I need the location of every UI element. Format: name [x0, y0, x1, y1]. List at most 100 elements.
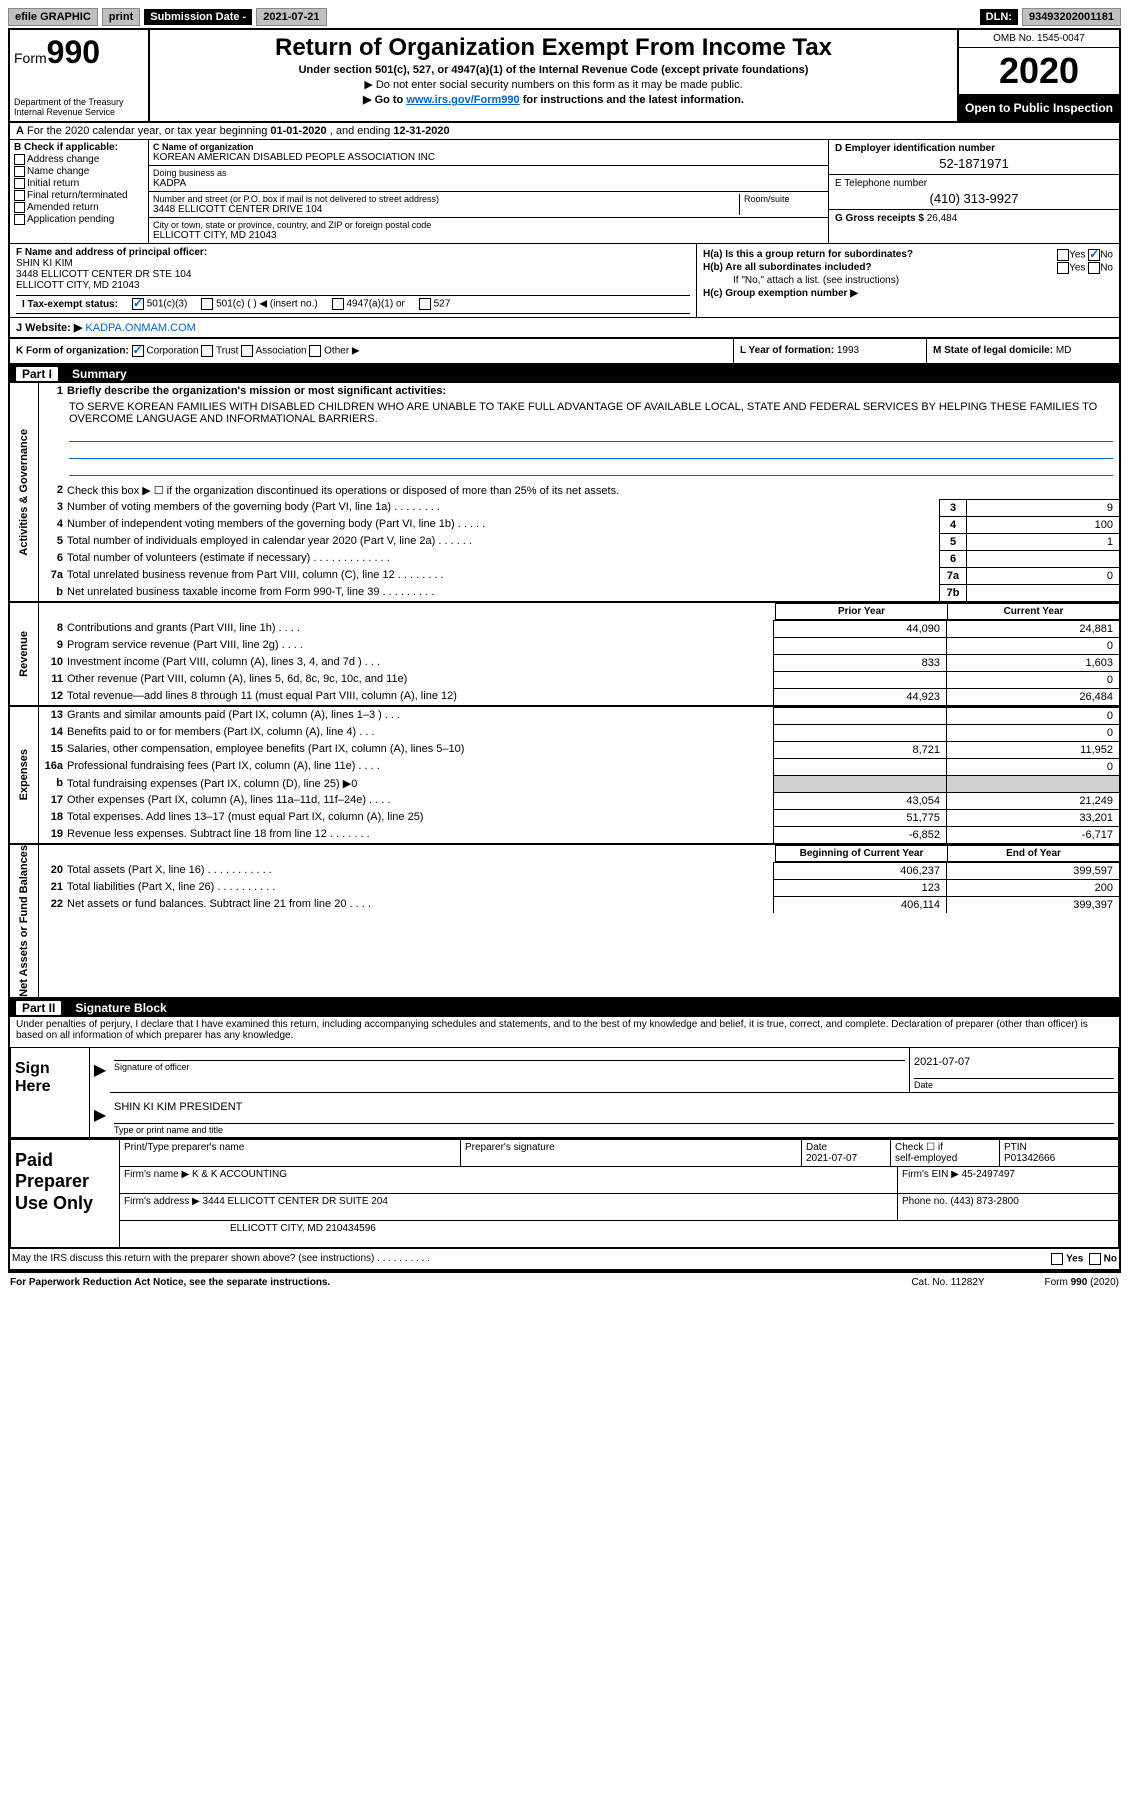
chk-other[interactable] — [309, 345, 321, 357]
chk-amended[interactable] — [14, 202, 25, 213]
tax-year: 2020 — [959, 48, 1119, 95]
vtab-rev: Revenue — [18, 631, 30, 677]
section-expenses: Expenses 13Grants and similar amounts pa… — [10, 707, 1119, 845]
summary-line: 5Total number of individuals employed in… — [39, 533, 1119, 550]
top-bar: efile GRAPHIC print Submission Date - 20… — [8, 8, 1121, 26]
org-name-label: C Name of organization — [153, 142, 824, 152]
chk-501c3[interactable] — [132, 298, 144, 310]
irs-discuss-row: May the IRS discuss this return with the… — [10, 1249, 1119, 1271]
chk-assoc[interactable] — [241, 345, 253, 357]
preparer-sig-label: Preparer's signature — [461, 1140, 802, 1166]
room-label: Room/suite — [744, 194, 824, 204]
ein-value: 52-1871971 — [835, 156, 1113, 171]
arrow-icon: ▶ — [90, 1092, 110, 1137]
summary-line: 22Net assets or fund balances. Subtract … — [39, 896, 1119, 913]
chk-initial-return[interactable] — [14, 178, 25, 189]
chk-hb-no[interactable] — [1088, 262, 1100, 274]
line1-label: Briefly describe the organization's miss… — [67, 383, 1119, 399]
summary-line: 14Benefits paid to or for members (Part … — [39, 724, 1119, 741]
summary-line: 12Total revenue—add lines 8 through 11 (… — [39, 688, 1119, 705]
ptin-value: P01342666 — [1004, 1153, 1114, 1164]
chk-527[interactable] — [419, 298, 431, 310]
summary-line: 10Investment income (Part VIII, column (… — [39, 654, 1119, 671]
chk-name-change[interactable] — [14, 166, 25, 177]
arrow-icon: ▶ — [90, 1048, 110, 1093]
part1-header: Part I Summary — [10, 365, 1119, 383]
summary-line: 16aProfessional fundraising fees (Part I… — [39, 758, 1119, 775]
summary-line: 21Total liabilities (Part X, line 26) . … — [39, 879, 1119, 896]
summary-line: 20Total assets (Part X, line 16) . . . .… — [39, 862, 1119, 879]
sig-name-label: Type or print name and title — [114, 1123, 1114, 1135]
chk-address-change[interactable] — [14, 154, 25, 165]
sig-date-label: Date — [914, 1078, 1114, 1090]
summary-line: 6Total number of volunteers (estimate if… — [39, 550, 1119, 567]
sig-name: SHIN KI KIM PRESIDENT — [114, 1101, 1114, 1113]
preparer-name-label: Print/Type preparer's name — [120, 1140, 461, 1166]
summary-line: 9Program service revenue (Part VIII, lin… — [39, 637, 1119, 654]
hc-label: H(c) Group exemption number ▶ — [703, 288, 858, 299]
gross-label: G Gross receipts $ — [835, 213, 927, 224]
summary-line: 13Grants and similar amounts paid (Part … — [39, 707, 1119, 724]
chk-501c[interactable] — [201, 298, 213, 310]
row-klm: K Form of organization: Corporation Trus… — [10, 339, 1119, 365]
addr-value: 3448 ELLICOTT CENTER DRIVE 104 — [153, 204, 739, 215]
sig-officer-label: Signature of officer — [114, 1060, 905, 1072]
paid-preparer-label: Paid Preparer Use Only — [11, 1140, 120, 1247]
form-subtitle-1: Under section 501(c), 527, or 4947(a)(1)… — [158, 64, 949, 76]
chk-corp[interactable] — [132, 345, 144, 357]
tel-label: E Telephone number — [835, 178, 1113, 189]
chk-trust[interactable] — [201, 345, 213, 357]
print-link[interactable]: print — [102, 8, 140, 26]
chk-app-pending[interactable] — [14, 214, 25, 225]
section-activities-governance: Activities & Governance 1Briefly describ… — [10, 383, 1119, 603]
addr-label: Number and street (or P.O. box if mail i… — [153, 194, 739, 204]
officer-label: F Name and address of principal officer: — [16, 247, 690, 258]
submission-date: 2021-07-21 — [256, 8, 326, 26]
chk-discuss-no[interactable] — [1089, 1253, 1101, 1265]
gross-value: 26,484 — [927, 213, 958, 224]
instructions-link[interactable]: www.irs.gov/Form990 — [406, 94, 519, 106]
city-label: City or town, state or province, country… — [153, 220, 824, 230]
efile-link[interactable]: efile GRAPHIC — [8, 8, 98, 26]
dba-label: Doing business as — [153, 168, 824, 178]
form-subtitle-3: ▶ Go to www.irs.gov/Form990 for instruct… — [158, 93, 949, 106]
firm-addr2: ELLICOTT CITY, MD 210434596 — [120, 1221, 1118, 1247]
ein-label: D Employer identification number — [835, 143, 1113, 154]
summary-line: 17Other expenses (Part IX, column (A), l… — [39, 792, 1119, 809]
irs-label: Internal Revenue Service — [14, 107, 144, 117]
sig-date: 2021-07-07 — [914, 1056, 1114, 1068]
summary-line: 7aTotal unrelated business revenue from … — [39, 567, 1119, 584]
self-emp-label-a: Check ☐ if — [895, 1142, 995, 1153]
head-end-year: End of Year — [947, 845, 1119, 862]
dba-value: KADPA — [153, 178, 824, 189]
paid-preparer-block: Paid Preparer Use Only Print/Type prepar… — [10, 1139, 1119, 1249]
section-revenue: Revenue Prior Year Current Year 8Contrib… — [10, 603, 1119, 707]
summary-line: 18Total expenses. Add lines 13–17 (must … — [39, 809, 1119, 826]
firm-phone: (443) 873-2800 — [950, 1196, 1018, 1207]
col-b-checkboxes: B Check if applicable: Address change Na… — [10, 140, 149, 243]
line2-text: Check this box ▶ ☐ if the organization d… — [67, 482, 1119, 499]
summary-line: 8Contributions and grants (Part VIII, li… — [39, 620, 1119, 637]
declaration-text: Under penalties of perjury, I declare th… — [10, 1017, 1119, 1043]
summary-line: 11Other revenue (Part VIII, column (A), … — [39, 671, 1119, 688]
tel-value: (410) 313-9927 — [835, 191, 1113, 206]
chk-ha-yes[interactable] — [1057, 249, 1069, 261]
officer-name: SHIN KI KIM — [16, 258, 690, 269]
officer-addr2: ELLICOTT CITY, MD 21043 — [16, 280, 690, 291]
section-net-assets: Net Assets or Fund Balances Beginning of… — [10, 845, 1119, 999]
chk-hb-yes[interactable] — [1057, 262, 1069, 274]
form-ref: Form 990 (2020) — [1045, 1277, 1119, 1288]
firm-name: K & K ACCOUNTING — [192, 1169, 287, 1180]
cat-no: Cat. No. 11282Y — [911, 1277, 984, 1288]
firm-addr1: 3444 ELLICOTT CENTER DR SUITE 204 — [203, 1196, 388, 1207]
chk-discuss-yes[interactable] — [1051, 1253, 1063, 1265]
form-title: Return of Organization Exempt From Incom… — [158, 34, 949, 62]
summary-line: bTotal fundraising expenses (Part IX, co… — [39, 775, 1119, 792]
chk-4947[interactable] — [332, 298, 344, 310]
chk-ha-no[interactable] — [1088, 249, 1100, 261]
website-link[interactable]: KADPA.ONMAM.COM — [85, 322, 195, 334]
ptin-label: PTIN — [1004, 1142, 1114, 1153]
vtab-exp: Expenses — [18, 749, 30, 800]
chk-final-return[interactable] — [14, 190, 25, 201]
dln-value: 93493202001181 — [1022, 8, 1121, 26]
